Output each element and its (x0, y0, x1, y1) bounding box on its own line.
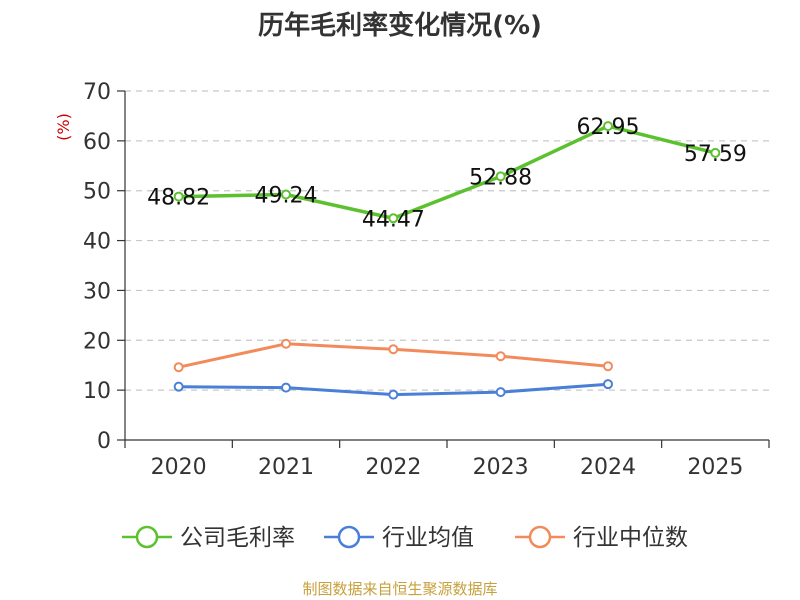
data-point-industry-average-2023 (495, 387, 506, 398)
series-line-company-gross-margin (176, 124, 718, 221)
data-label-2023: 52.88 (469, 165, 532, 190)
data-point-industry-median-2020 (173, 362, 184, 373)
data-point-company-2021 (281, 189, 291, 200)
legend-label: 公司毛利率 (180, 525, 295, 551)
data-label-2022: 44.47 (362, 207, 425, 232)
y-tick-label: 40 (83, 230, 111, 255)
data-point-company-2024 (603, 121, 613, 132)
y-tick-label: 60 (83, 130, 111, 155)
y-axis-unit-label: (%) (54, 113, 73, 141)
legend-label: 行业均值 (382, 525, 474, 551)
legend-item-industry-median[interactable]: 行业中位数 (515, 525, 688, 551)
x-tick-label-2022: 2022 (365, 455, 421, 480)
data-labels: 48.82 49.24 44.47 52.88 62.95 57.59 (147, 115, 747, 232)
data-point-industry-median-2024 (603, 361, 613, 372)
chart-title: 历年毛利率变化情况(%) (258, 10, 542, 41)
data-label-2025: 57.59 (684, 142, 747, 167)
axes: 0 10 20 30 40 50 60 70 2020 2021 2022 2023 2024 2025 (83, 80, 770, 480)
y-tick-label: 70 (83, 80, 111, 105)
data-point-industry-median-2023 (495, 351, 506, 362)
legend-circle-icon (337, 525, 361, 549)
data-point-industry-average-2020 (173, 381, 184, 392)
y-tick-label: 0 (97, 429, 111, 454)
x-tick-label-2025: 2025 (687, 455, 743, 480)
legend-circle-icon (528, 525, 552, 549)
gridlines (125, 90, 769, 391)
x-tick-label-2024: 2024 (580, 455, 636, 480)
data-point-industry-average-2022 (388, 389, 399, 400)
x-tick-label-2023: 2023 (473, 455, 529, 480)
y-tick-label: 30 (83, 279, 111, 304)
x-tick-label-2021: 2021 (258, 455, 314, 480)
data-point-company-2022 (388, 213, 399, 224)
data-label-2024: 62.95 (577, 115, 640, 140)
y-tick-label: 50 (83, 180, 111, 205)
data-point-industry-median-2022 (388, 344, 399, 355)
data-point-industry-average-2021 (281, 382, 291, 393)
legend-circle-icon (135, 525, 159, 549)
legend-item-company-gross-margin[interactable]: 公司毛利率 (122, 525, 295, 551)
y-tick-label: 10 (83, 379, 111, 404)
y-tick-label: 20 (83, 329, 111, 354)
data-point-company-2023 (495, 171, 506, 182)
data-label-2020: 48.82 (147, 186, 210, 211)
source-note: 制图数据来自恒生聚源数据库 (302, 580, 497, 598)
data-point-industry-average-2024 (603, 379, 613, 390)
legend[interactable]: 公司毛利率 行业均值 行业中位数 (122, 525, 688, 551)
legend-label: 行业中位数 (573, 525, 688, 551)
data-point-industry-median-2021 (281, 338, 291, 349)
data-label-2021: 49.24 (255, 184, 318, 209)
x-tick-label-2020: 2020 (151, 455, 207, 480)
series-layer (173, 121, 721, 400)
data-point-company-2025 (710, 147, 721, 158)
data-point-company-2020 (173, 191, 184, 202)
legend-item-industry-average[interactable]: 行业均值 (324, 525, 474, 551)
